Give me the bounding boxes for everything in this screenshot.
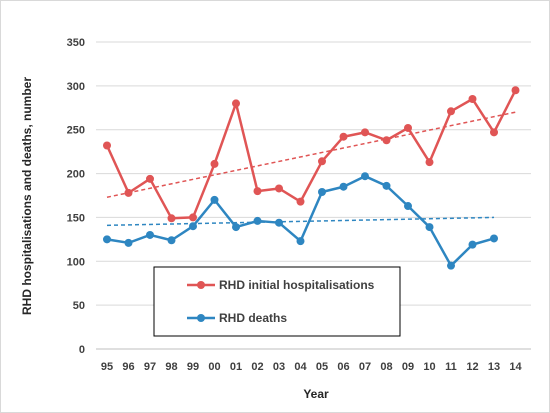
data-point-deaths: [447, 261, 455, 270]
data-point-hospitalisations: [447, 107, 455, 116]
data-point-hospitalisations: [210, 159, 219, 168]
x-tick-label: 11: [445, 361, 457, 373]
data-point-hospitalisations: [339, 132, 348, 141]
data-point-deaths: [167, 236, 176, 245]
y-tick-labels: 0 50 100 150 200 250 300 350: [67, 37, 85, 356]
data-point-deaths: [490, 234, 498, 243]
data-point-hospitalisations: [318, 157, 326, 166]
x-tick-label: 06: [337, 361, 349, 373]
x-tick-label: 04: [294, 361, 307, 373]
x-tick-label: 14: [509, 361, 522, 373]
x-tick-label: 09: [402, 361, 414, 373]
data-point-deaths: [425, 223, 434, 232]
y-tick-label: 0: [79, 344, 85, 356]
x-tick-label: 02: [251, 361, 263, 373]
data-point-hospitalisations: [253, 187, 262, 196]
data-point-hospitalisations: [361, 128, 369, 137]
y-tick-label: 200: [67, 169, 85, 181]
data-point-hospitalisations: [425, 158, 434, 167]
data-point-hospitalisations: [103, 141, 111, 150]
x-tick-label: 97: [144, 361, 156, 373]
x-tick-label: 03: [273, 361, 285, 373]
legend-box: [153, 266, 401, 337]
data-point-hospitalisations: [189, 213, 197, 222]
data-point-hospitalisations: [404, 123, 412, 132]
x-tick-label: 05: [316, 361, 328, 373]
x-tick-label: 01: [230, 361, 242, 373]
data-point-deaths: [339, 182, 348, 191]
data-point-deaths: [124, 238, 133, 247]
data-point-deaths: [468, 240, 477, 249]
x-tick-label: 12: [466, 361, 478, 373]
x-tick-label: 08: [380, 361, 392, 373]
y-axis-title: RHD hospitalisations and deaths, number: [20, 77, 34, 315]
data-point-deaths: [318, 187, 326, 196]
data-point-deaths: [404, 202, 412, 211]
data-point-deaths: [296, 237, 305, 246]
data-point-deaths: [253, 216, 262, 225]
series-lines: [103, 86, 520, 270]
series-line-deaths: [106, 174, 495, 267]
trendlines: [106, 111, 516, 227]
data-point-deaths: [382, 181, 391, 190]
x-tick-label: 95: [101, 361, 113, 373]
data-point-hospitalisations: [490, 128, 498, 137]
x-tick-label: 13: [488, 361, 500, 373]
data-point-hospitalisations: [511, 86, 520, 95]
gridlines: [96, 41, 531, 306]
x-tick-label: 98: [165, 361, 177, 373]
data-point-deaths: [210, 195, 219, 204]
y-tick-label: 350: [67, 37, 85, 49]
y-tick-label: 100: [67, 256, 85, 268]
data-point-hospitalisations: [167, 214, 176, 223]
data-point-deaths: [103, 235, 111, 244]
data-point-hospitalisations: [146, 174, 154, 183]
data-point-hospitalisations: [232, 99, 240, 108]
x-tick-labels: 95 96 97 98 99 00 01 02 03 04 05 06 07 08 09 10 11 12 13 14: [101, 361, 523, 373]
x-tick-label: 07: [359, 361, 371, 373]
y-tick-label: 250: [67, 125, 85, 137]
data-point-deaths: [275, 218, 283, 227]
x-axis-title: Year: [303, 387, 329, 401]
y-tick-label: 50: [73, 300, 85, 312]
trendline-hospitalisations: [106, 111, 516, 198]
data-point-hospitalisations: [296, 197, 305, 206]
x-tick-label: 96: [122, 361, 134, 373]
y-tick-label: 300: [67, 81, 85, 93]
trendline-deaths: [106, 216, 495, 227]
data-point-hospitalisations: [275, 184, 283, 193]
data-point-deaths: [361, 172, 369, 181]
data-point-deaths: [146, 230, 154, 239]
legend-marker-deaths: [197, 314, 205, 322]
y-tick-label: 150: [67, 212, 85, 224]
legend: RHD initial hospitalisations RHD deaths: [153, 266, 401, 337]
data-point-hospitalisations: [468, 95, 477, 104]
legend-label-hosp: RHD initial hospitalisations: [219, 278, 375, 292]
x-tick-label: 10: [423, 361, 435, 373]
data-point-hospitalisations: [382, 136, 391, 145]
data-point-deaths: [232, 223, 240, 232]
data-point-hospitalisations: [124, 188, 133, 197]
data-point-deaths: [189, 222, 197, 231]
legend-marker-hosp: [197, 281, 205, 289]
x-tick-label: 99: [187, 361, 199, 373]
x-tick-label: 00: [208, 361, 220, 373]
legend-label-deaths: RHD deaths: [219, 311, 287, 325]
